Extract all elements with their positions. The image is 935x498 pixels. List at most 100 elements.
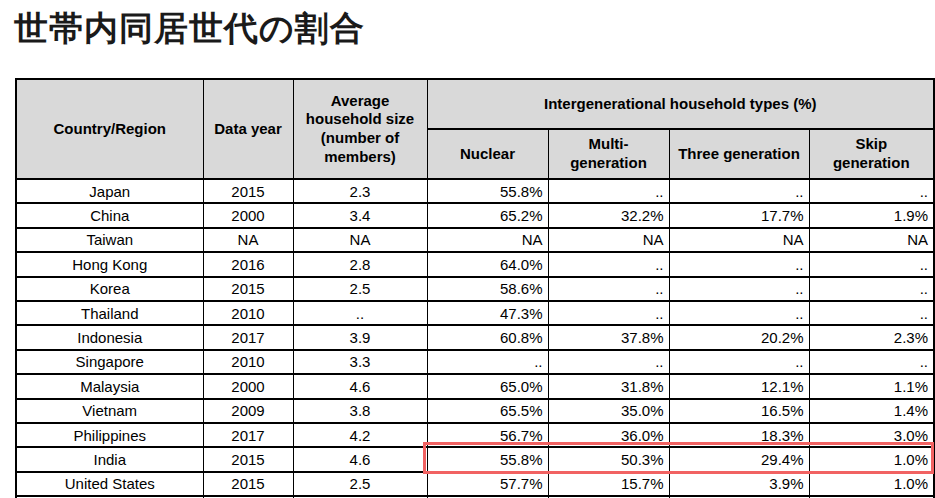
avg-size-cell: 2.5 [293,277,427,301]
year-cell: 2009 [203,399,293,423]
multi-generation-cell: 35.0% [548,399,669,423]
header-skip-generation: Skip generation [809,129,934,179]
header-data-year: Data year [203,79,293,179]
multi-generation-cell: .. [548,252,669,276]
page-title: 世帯内同居世代の割合 [14,6,365,52]
nuclear-cell: 58.6% [427,277,548,301]
nuclear-cell: 47.3% [427,301,548,325]
skip-generation-cell: 1.0% [809,472,934,496]
table-row-united-states: United States20152.557.7%15.7%3.9%1.0% [16,472,934,496]
multi-generation-cell: 15.7% [548,472,669,496]
avg-size-cell: NA [293,228,427,252]
country-cell: Malaysia [16,374,203,398]
country-cell: India [16,447,203,471]
multi-generation-cell: .. [548,350,669,374]
year-cell: 2015 [203,277,293,301]
year-cell: 2010 [203,301,293,325]
avg-size-cell: .. [293,301,427,325]
avg-size-cell: 2.5 [293,472,427,496]
year-cell: 2015 [203,472,293,496]
year-cell: 2000 [203,374,293,398]
screen: 世帯内同居世代の割合 Country/Region Data year Aver… [0,0,935,498]
table-row-thailand: Thailand2010..47.3%...... [16,301,934,325]
skip-generation-cell: 1.9% [809,203,934,227]
header-avg-household-size: Average household size (number of member… [293,79,427,179]
year-cell: NA [203,228,293,252]
year-cell: 2010 [203,350,293,374]
avg-size-cell: 3.8 [293,399,427,423]
nuclear-cell: 57.7% [427,472,548,496]
table-row-hong-kong: Hong Kong20162.864.0%...... [16,252,934,276]
three-generation-cell: 3.9% [669,472,809,496]
table-row-japan: Japan20152.355.8%...... [16,179,934,203]
table-row-vietnam: Vietnam20093.865.5%35.0%16.5%1.4% [16,399,934,423]
header-intergenerational-group: Intergenerational household types (%) [427,79,934,129]
skip-generation-cell: NA [809,228,934,252]
nuclear-cell: 65.2% [427,203,548,227]
nuclear-cell: NA [427,228,548,252]
nuclear-cell: 56.7% [427,423,548,447]
country-cell: Hong Kong [16,252,203,276]
avg-size-cell: 4.2 [293,423,427,447]
table-row-singapore: Singapore20103.3........ [16,350,934,374]
country-cell: United States [16,472,203,496]
three-generation-cell: .. [669,277,809,301]
country-cell: Japan [16,179,203,203]
avg-size-cell: 4.6 [293,374,427,398]
skip-generation-cell: 1.4% [809,399,934,423]
country-cell: China [16,203,203,227]
multi-generation-cell: 37.8% [548,325,669,349]
avg-size-cell: 3.4 [293,203,427,227]
country-cell: Indonesia [16,325,203,349]
three-generation-cell: 17.7% [669,203,809,227]
skip-generation-cell: .. [809,350,934,374]
header-three-generation: Three generation [669,129,809,179]
header-multi-generation: Multi- generation [548,129,669,179]
multi-generation-cell: 36.0% [548,423,669,447]
table-row-india: India20154.655.8%50.3%29.4%1.0% [16,447,934,471]
three-generation-cell: .. [669,179,809,203]
avg-size-cell: 4.6 [293,447,427,471]
year-cell: 2017 [203,423,293,447]
table-row-china: China20003.465.2%32.2%17.7%1.9% [16,203,934,227]
table-row-taiwan: TaiwanNANANANANANA [16,228,934,252]
multi-generation-cell: 32.2% [548,203,669,227]
three-generation-cell: 29.4% [669,447,809,471]
year-cell: 2017 [203,325,293,349]
nuclear-cell: 65.0% [427,374,548,398]
skip-generation-cell: 2.3% [809,325,934,349]
year-cell: 2015 [203,447,293,471]
three-generation-cell: 12.1% [669,374,809,398]
country-cell: Singapore [16,350,203,374]
country-cell: Korea [16,277,203,301]
avg-size-cell: 2.8 [293,252,427,276]
nuclear-cell: 55.8% [427,447,548,471]
nuclear-cell: 60.8% [427,325,548,349]
household-types-table: Country/Region Data year Average househo… [15,78,935,498]
year-cell: 2016 [203,252,293,276]
nuclear-cell: .. [427,350,548,374]
country-cell: Taiwan [16,228,203,252]
skip-generation-cell: .. [809,277,934,301]
skip-generation-cell: .. [809,301,934,325]
multi-generation-cell: .. [548,277,669,301]
nuclear-cell: 55.8% [427,179,548,203]
multi-generation-cell: .. [548,301,669,325]
multi-generation-cell: NA [548,228,669,252]
skip-generation-cell: 1.0% [809,447,934,471]
avg-size-cell: 3.9 [293,325,427,349]
three-generation-cell: .. [669,252,809,276]
three-generation-cell: NA [669,228,809,252]
table-row-korea: Korea20152.558.6%...... [16,277,934,301]
multi-generation-cell: .. [548,179,669,203]
year-cell: 2015 [203,179,293,203]
table-row-malaysia: Malaysia20004.665.0%31.8%12.1%1.1% [16,374,934,398]
three-generation-cell: .. [669,350,809,374]
country-cell: Vietnam [16,399,203,423]
three-generation-cell: 16.5% [669,399,809,423]
nuclear-cell: 65.5% [427,399,548,423]
country-cell: Philippines [16,423,203,447]
country-cell: Thailand [16,301,203,325]
header-country-region: Country/Region [16,79,203,179]
table-row-philippines: Philippines20174.256.7%36.0%18.3%3.0% [16,423,934,447]
